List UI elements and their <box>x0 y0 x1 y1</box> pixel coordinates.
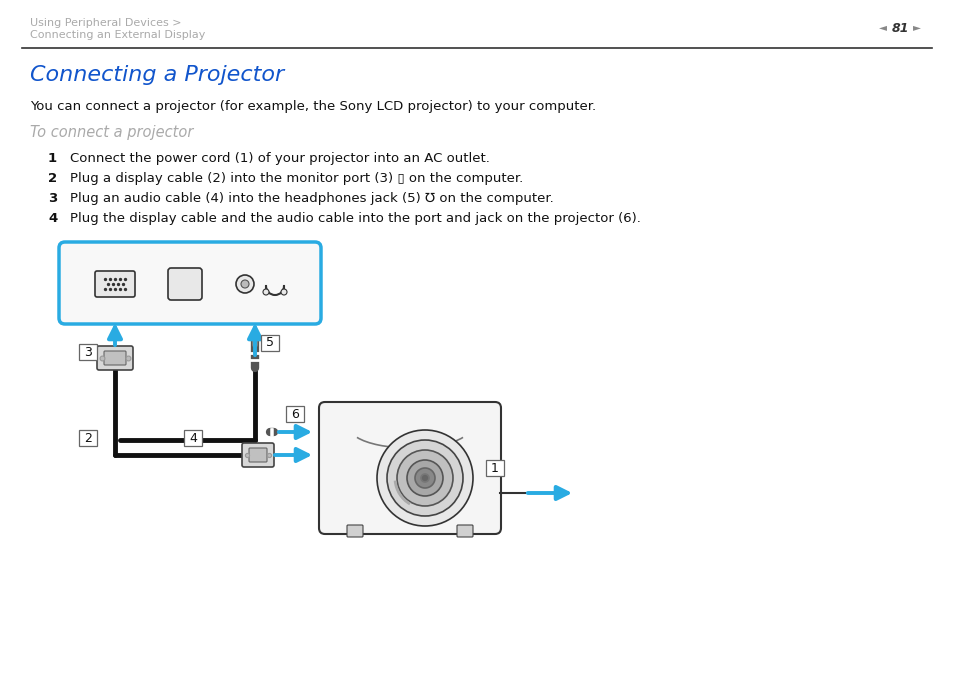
FancyBboxPatch shape <box>318 402 500 534</box>
FancyBboxPatch shape <box>261 335 278 351</box>
FancyBboxPatch shape <box>249 448 267 462</box>
FancyBboxPatch shape <box>168 268 202 300</box>
Text: Connecting a Projector: Connecting a Projector <box>30 65 284 85</box>
Circle shape <box>235 275 253 293</box>
FancyBboxPatch shape <box>286 406 304 422</box>
Circle shape <box>281 289 287 295</box>
FancyBboxPatch shape <box>456 525 473 537</box>
Text: 2: 2 <box>48 172 57 185</box>
Text: 3: 3 <box>48 192 57 205</box>
FancyBboxPatch shape <box>104 351 126 365</box>
Text: Using Peripheral Devices >: Using Peripheral Devices > <box>30 18 181 28</box>
Text: 4: 4 <box>189 431 196 444</box>
Circle shape <box>396 450 453 506</box>
Text: Plug an audio cable (4) into the headphones jack (5) ℧ on the computer.: Plug an audio cable (4) into the headpho… <box>70 192 553 205</box>
Text: 1: 1 <box>48 152 57 165</box>
FancyBboxPatch shape <box>242 443 274 467</box>
Circle shape <box>407 460 442 496</box>
Text: You can connect a projector (for example, the Sony LCD projector) to your comput: You can connect a projector (for example… <box>30 100 596 113</box>
Text: 1: 1 <box>491 462 498 474</box>
Text: 81: 81 <box>890 22 908 35</box>
Text: 4: 4 <box>48 212 57 225</box>
Circle shape <box>376 430 473 526</box>
FancyBboxPatch shape <box>347 525 363 537</box>
Text: ►: ► <box>912 22 920 32</box>
FancyBboxPatch shape <box>485 460 503 476</box>
Text: Connecting an External Display: Connecting an External Display <box>30 30 205 40</box>
FancyBboxPatch shape <box>79 344 97 360</box>
Text: To connect a projector: To connect a projector <box>30 125 193 140</box>
FancyBboxPatch shape <box>97 346 132 370</box>
Text: 5: 5 <box>266 336 274 350</box>
Text: 2: 2 <box>84 431 91 444</box>
Text: 6: 6 <box>291 408 298 421</box>
FancyBboxPatch shape <box>59 242 320 324</box>
Circle shape <box>241 280 249 288</box>
Text: 3: 3 <box>84 346 91 359</box>
Text: Plug the display cable and the audio cable into the port and jack on the project: Plug the display cable and the audio cab… <box>70 212 640 225</box>
Circle shape <box>420 474 429 482</box>
Text: ◄: ◄ <box>878 22 886 32</box>
Circle shape <box>415 468 435 488</box>
Circle shape <box>387 440 462 516</box>
Text: Connect the power cord (1) of your projector into an AC outlet.: Connect the power cord (1) of your proje… <box>70 152 489 165</box>
FancyBboxPatch shape <box>95 271 135 297</box>
Circle shape <box>263 289 269 295</box>
FancyBboxPatch shape <box>79 430 97 446</box>
FancyBboxPatch shape <box>184 430 202 446</box>
Text: Plug a display cable (2) into the monitor port (3) ▯ on the computer.: Plug a display cable (2) into the monito… <box>70 172 522 185</box>
